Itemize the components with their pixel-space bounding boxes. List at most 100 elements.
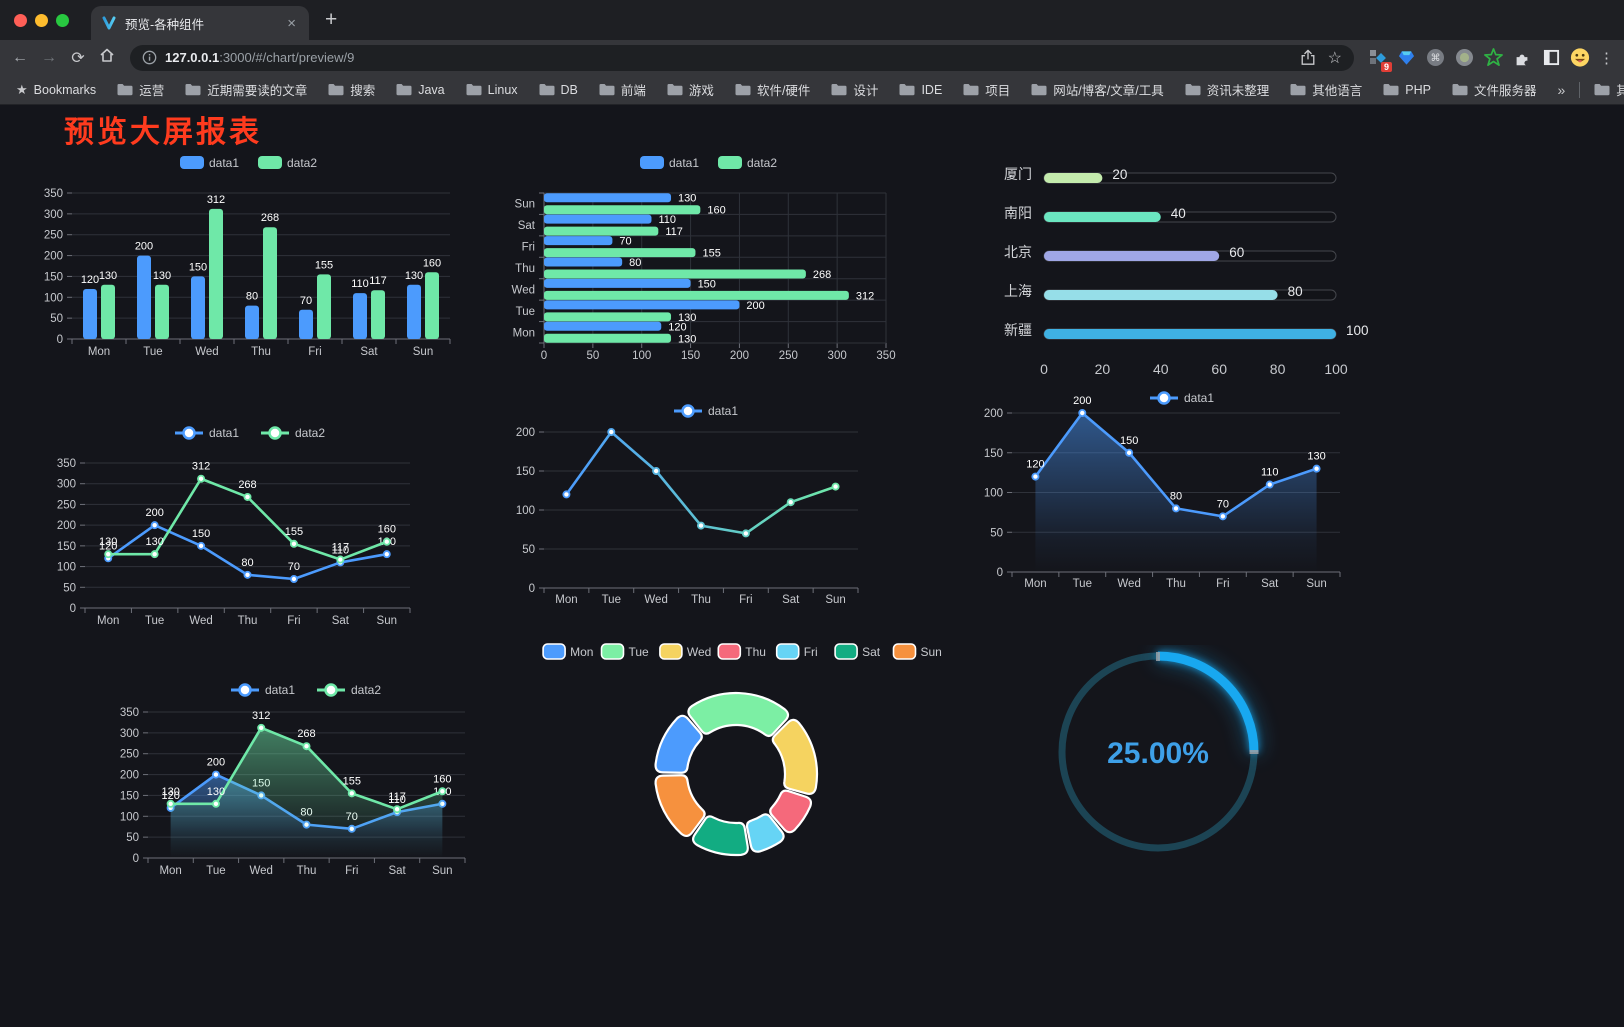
bookmark-label: Linux — [487, 82, 518, 97]
svg-text:data1: data1 — [209, 426, 239, 440]
bookmark-label: 前端 — [620, 84, 646, 98]
svg-text:厦门: 厦门 — [1004, 166, 1032, 182]
browser-menu-icon[interactable]: ⋮ — [1599, 49, 1614, 67]
bookmark-item[interactable]: PHP — [1383, 80, 1431, 99]
url-path: :3000/#/chart/preview/9 — [219, 50, 355, 65]
window-controls — [0, 0, 83, 40]
browser-tab[interactable]: 预览-各种组件 × — [91, 6, 309, 40]
svg-text:150: 150 — [516, 466, 535, 478]
fullscreen-window-button[interactable] — [56, 13, 69, 27]
svg-text:160: 160 — [378, 524, 396, 536]
extensions-puzzle-icon[interactable] — [1512, 48, 1532, 68]
tab-strip: 预览-各种组件 × + — [0, 0, 1624, 40]
reload-icon[interactable]: ⟳ — [71, 49, 85, 67]
green-star-extension-icon[interactable] — [1483, 48, 1503, 68]
bookmarks-manager-item[interactable]: ★ Bookmarks — [16, 82, 96, 98]
svg-text:Mon: Mon — [513, 327, 535, 339]
other-bookmarks-folder[interactable]: 其他书签 — [1594, 80, 1624, 99]
bookmark-item[interactable]: 项目 — [963, 80, 1010, 99]
svg-text:70: 70 — [288, 561, 300, 573]
minimize-window-button[interactable] — [35, 13, 48, 27]
svg-text:150: 150 — [192, 528, 210, 540]
svg-text:0: 0 — [1040, 361, 1048, 377]
svg-text:200: 200 — [730, 350, 749, 362]
svg-text:80: 80 — [1288, 284, 1303, 299]
svg-text:120: 120 — [99, 540, 117, 552]
bookmark-item[interactable]: 设计 — [831, 80, 878, 99]
bookmark-label: IDE — [921, 82, 943, 97]
bookmark-item[interactable]: 软件/硬件 — [735, 80, 810, 99]
svg-text:300: 300 — [828, 350, 847, 362]
svg-text:130: 130 — [161, 786, 179, 798]
bookmark-item[interactable]: 游戏 — [667, 80, 714, 99]
chart-line-two-series: data1 data2 0 50 100 150 200 250 300 350 Mon Tue Wed… — [38, 417, 466, 672]
bookmark-label: 搜索 — [350, 84, 376, 98]
sidebar-extension-icon[interactable] — [1541, 48, 1561, 68]
svg-text:Fri: Fri — [739, 594, 752, 606]
bookmark-item[interactable]: 近期需要读的文章 — [185, 80, 307, 99]
share-icon[interactable] — [1300, 49, 1316, 66]
svg-text:150: 150 — [984, 448, 1003, 460]
svg-text:200: 200 — [516, 427, 535, 439]
svg-text:50: 50 — [990, 527, 1003, 539]
svg-text:Sun: Sun — [413, 346, 433, 358]
bookmark-label: DB — [560, 82, 578, 97]
bookmark-item[interactable]: 运营 — [117, 80, 164, 99]
bookmark-item[interactable]: 搜索 — [328, 80, 375, 99]
recorder-extension-icon[interactable] — [1454, 48, 1474, 68]
svg-text:50: 50 — [522, 544, 535, 556]
home-icon[interactable] — [97, 47, 117, 68]
bookmark-item[interactable]: 网站/博客/文章/工具 — [1031, 80, 1164, 99]
bookmark-item[interactable]: 前端 — [599, 80, 646, 99]
svg-text:Thu: Thu — [297, 865, 317, 877]
bookmarks-label: Bookmarks — [33, 82, 97, 97]
svg-text:Mon: Mon — [88, 346, 110, 358]
svg-text:Mon: Mon — [1024, 578, 1046, 590]
bookmark-star-icon[interactable]: ☆ — [1327, 49, 1342, 67]
gem-extension-icon[interactable] — [1396, 48, 1416, 68]
bookmark-item[interactable]: 其他语言 — [1290, 80, 1362, 99]
svg-text:200: 200 — [57, 520, 76, 532]
svg-text:Sat: Sat — [332, 615, 350, 627]
bookmark-item[interactable]: 资讯未整理 — [1185, 80, 1269, 99]
tab-close-icon[interactable]: × — [287, 14, 296, 32]
site-info-icon[interactable] — [142, 50, 157, 65]
new-tab-button[interactable]: + — [325, 8, 338, 31]
forward-icon[interactable]: → — [41, 48, 57, 66]
svg-text:Fri: Fri — [804, 645, 818, 659]
folder-icon — [1031, 84, 1047, 96]
svg-text:80: 80 — [1270, 361, 1286, 377]
folder-icon — [1594, 84, 1610, 96]
svg-text:300: 300 — [44, 209, 63, 221]
svg-text:110: 110 — [388, 794, 406, 806]
bookmark-label: 游戏 — [688, 84, 714, 98]
chart-grouped-bar: data1 data2 0 50 100 150 200 250 300 350 Mon Tue Wed… — [40, 147, 460, 414]
svg-text:100: 100 — [632, 350, 651, 362]
bookmark-item[interactable]: Linux — [466, 80, 518, 99]
svg-text:110: 110 — [351, 278, 369, 290]
extension-badge: 9 — [1380, 61, 1392, 72]
svg-text:20: 20 — [1112, 167, 1127, 182]
url-bar[interactable]: 127.0.0.1:3000/#/chart/preview/9 ☆ — [130, 44, 1354, 71]
svg-text:110: 110 — [1261, 467, 1279, 479]
bookmark-item[interactable]: Java — [396, 80, 445, 99]
bookmark-label: 软件/硬件 — [756, 84, 811, 98]
extension-grid-icon[interactable]: 9 — [1367, 48, 1392, 72]
svg-text:200: 200 — [207, 757, 225, 769]
bookmark-item[interactable]: IDE — [899, 80, 942, 99]
bookmark-label: Java — [418, 82, 445, 97]
bookmark-item[interactable]: DB — [539, 80, 578, 99]
svg-text:data1: data1 — [209, 156, 239, 170]
close-window-button[interactable] — [14, 13, 27, 27]
svg-text:Sun: Sun — [432, 865, 452, 877]
command-extension-icon[interactable]: ⌘ — [1425, 48, 1445, 68]
svg-text:40: 40 — [1153, 361, 1169, 377]
back-icon[interactable]: ← — [12, 48, 28, 66]
url-text[interactable]: 127.0.0.1:3000/#/chart/preview/9 — [165, 50, 354, 65]
svg-text:Thu: Thu — [251, 346, 271, 358]
profile-avatar[interactable] — [1570, 48, 1590, 68]
bookmark-item[interactable]: 文件服务器 — [1452, 80, 1536, 99]
bookmarks-overflow-chevron[interactable]: » — [1557, 81, 1566, 98]
svg-text:160: 160 — [707, 205, 725, 217]
svg-text:Sun: Sun — [921, 645, 942, 659]
